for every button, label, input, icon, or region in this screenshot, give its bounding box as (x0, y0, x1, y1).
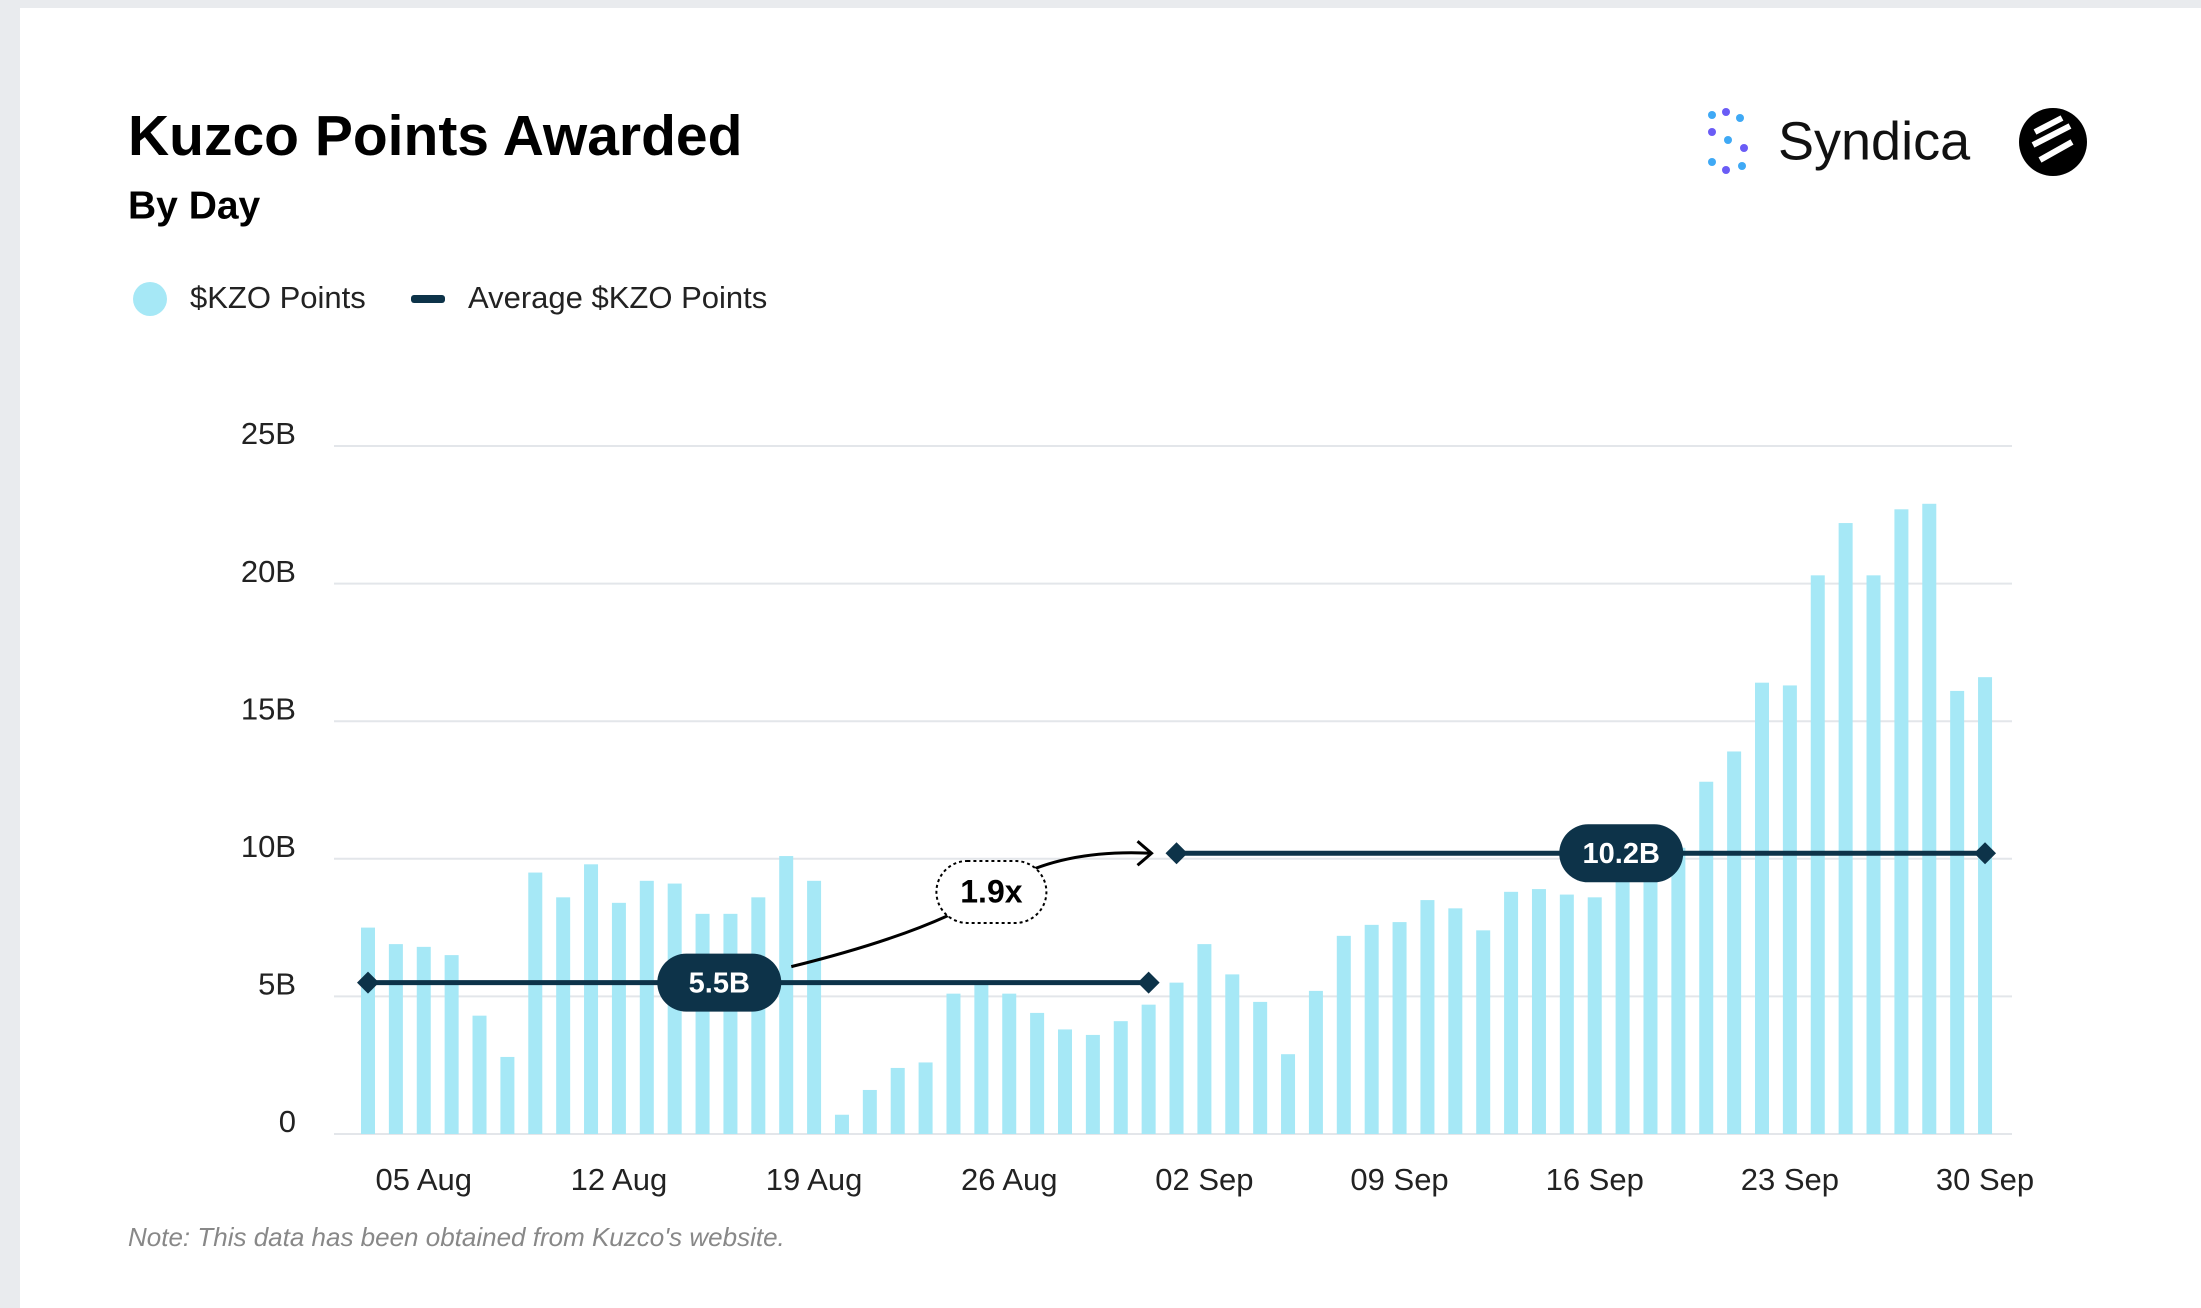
bar (388, 944, 403, 1134)
bar (1615, 845, 1630, 1134)
bar (361, 927, 375, 1134)
bar (1559, 894, 1574, 1134)
y-tick-label: 5B (258, 967, 296, 1002)
bar (974, 982, 989, 1134)
bar (1308, 990, 1323, 1134)
average-endpoint (1974, 842, 1997, 865)
bar (500, 1056, 515, 1134)
bar (556, 897, 571, 1134)
bar (1030, 1012, 1045, 1134)
bar (1894, 509, 1909, 1134)
average-label: 10.2B (1583, 838, 1660, 870)
bar (1727, 751, 1742, 1134)
brand-icon (1708, 108, 1748, 174)
note: Note: This data has been obtained from K… (128, 1222, 785, 1252)
brand-logo (2019, 108, 2087, 176)
bar (1950, 690, 1965, 1134)
bar (1141, 1004, 1156, 1134)
bar (1448, 908, 1463, 1134)
bar (1085, 1034, 1100, 1134)
y-tick-label: 10B (241, 829, 296, 864)
x-tick-label: 05 Aug (375, 1162, 472, 1197)
bar (1364, 924, 1379, 1134)
arrow-head (1136, 840, 1154, 867)
bar (751, 897, 766, 1134)
bar (1755, 682, 1769, 1134)
average-endpoint (357, 971, 379, 994)
bar (416, 946, 431, 1134)
bar (1058, 1029, 1072, 1134)
bar (807, 880, 822, 1134)
bar (1197, 944, 1212, 1134)
chart-subtitle: By Day (128, 184, 261, 227)
average-endpoint (1137, 971, 1160, 994)
bar (1253, 1001, 1268, 1134)
bar (1281, 1054, 1296, 1134)
bar (890, 1067, 905, 1134)
bar (1504, 891, 1519, 1134)
bar (918, 1062, 933, 1134)
y-tick-label: 25B (241, 416, 296, 451)
bar (1643, 856, 1658, 1134)
average-label: 5.5B (689, 967, 750, 999)
bar (1838, 523, 1853, 1134)
x-tick-label: 26 Aug (961, 1162, 1058, 1197)
bar (1420, 900, 1435, 1134)
bar (862, 1089, 877, 1134)
bar (1476, 930, 1491, 1134)
bar (1113, 1021, 1128, 1134)
bar (946, 993, 961, 1134)
bar (639, 880, 654, 1134)
bar (1531, 889, 1546, 1134)
bar (779, 856, 794, 1134)
x-tick-label: 09 Sep (1350, 1162, 1448, 1197)
bar (1169, 982, 1184, 1134)
legend-swatch (411, 295, 445, 303)
bar (1922, 503, 1937, 1134)
bar (1392, 922, 1407, 1134)
card (20, 8, 2201, 1308)
bar (695, 913, 710, 1134)
y-tick-label: 20B (241, 554, 296, 589)
y-tick-label: 0 (279, 1104, 296, 1139)
x-tick-label: 16 Sep (1546, 1162, 1644, 1197)
average-endpoint (1165, 842, 1188, 865)
x-tick-label: 12 Aug (571, 1162, 668, 1197)
average-pill (1559, 824, 1684, 883)
annotation-box (935, 859, 1048, 924)
bar (1978, 677, 1993, 1134)
x-tick-label: 23 Sep (1741, 1162, 1839, 1197)
bar (1225, 974, 1240, 1134)
average-pill (657, 953, 782, 1012)
legend-swatch (133, 282, 167, 316)
x-tick-label: 30 Sep (1936, 1162, 2034, 1197)
bar (1587, 897, 1602, 1134)
bar (528, 872, 543, 1134)
y-tick-label: 15B (241, 691, 296, 726)
x-tick-label: 19 Aug (766, 1162, 863, 1197)
bar (834, 1114, 849, 1134)
bar (1336, 935, 1351, 1134)
brand-name: Syndica (1778, 111, 1971, 171)
bar (723, 913, 738, 1134)
x-tick-label: 02 Sep (1155, 1162, 1253, 1197)
brand-logo-mark (2031, 115, 2074, 163)
bar (611, 902, 626, 1134)
bar (1782, 685, 1797, 1134)
chart-title: Kuzco Points Awarded (128, 104, 742, 168)
bar (1699, 781, 1714, 1134)
annotation: 1.9x (960, 873, 1022, 909)
bar (1002, 993, 1017, 1134)
legend-label: $KZO Points (190, 280, 366, 315)
bar (444, 955, 459, 1134)
bar (1671, 847, 1686, 1134)
legend-label: Average $KZO Points (468, 280, 767, 315)
bar (472, 1015, 487, 1134)
bar (584, 864, 599, 1134)
